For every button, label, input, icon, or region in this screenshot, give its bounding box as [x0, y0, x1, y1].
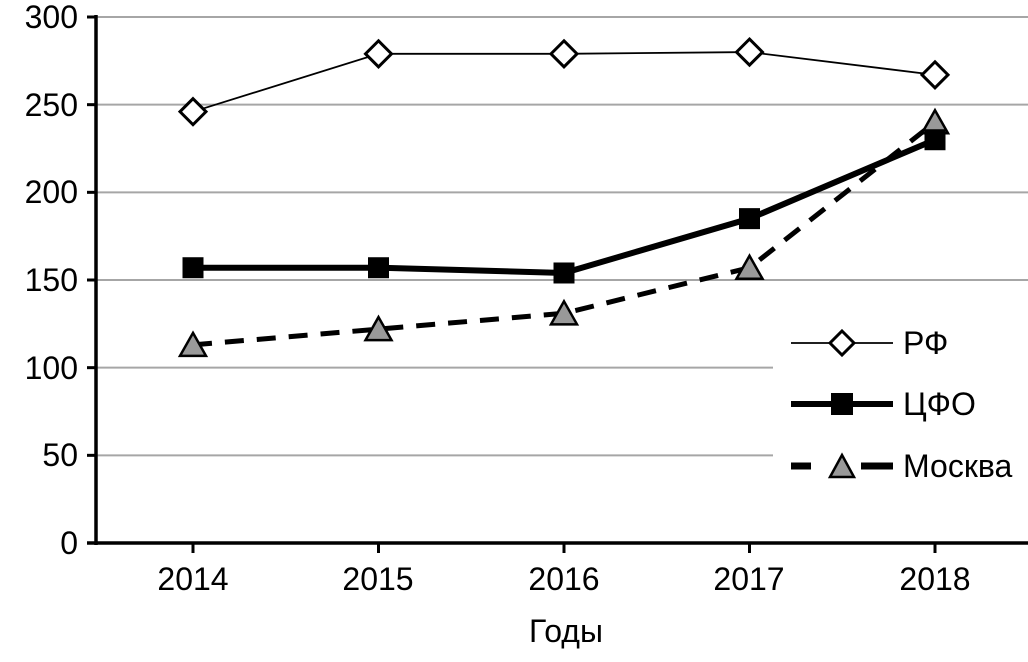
thick-line-square-marker-icon	[791, 393, 893, 415]
x-tick-label: 2016	[528, 561, 600, 597]
legend-item-rf: РФ	[773, 321, 1028, 365]
dashed-line-triangle-marker-icon	[791, 452, 893, 479]
y-tick-label: 150	[24, 262, 78, 298]
y-tick-label: 100	[24, 350, 78, 386]
y-tick-label: 300	[24, 0, 78, 35]
legend-item-moskva: Москва	[773, 444, 1028, 488]
y-tick-label: 0	[60, 525, 78, 561]
x-tick-label: 2017	[713, 561, 785, 597]
y-tick-label: 200	[24, 174, 78, 210]
legend-label: РФ	[903, 325, 949, 361]
legend-label: Москва	[903, 448, 1013, 484]
legend-item-cfo: ЦФО	[773, 382, 1028, 426]
legend-label: ЦФО	[903, 386, 976, 422]
x-tick-label: 2018	[899, 561, 971, 597]
x-axis-title: Годы	[529, 613, 603, 649]
y-tick-label: 250	[24, 87, 78, 123]
thin-line-diamond-marker-icon	[791, 328, 893, 358]
legend: РФ ЦФО Москва	[773, 318, 1028, 495]
x-tick-label: 2015	[342, 561, 414, 597]
y-tick-label: 50	[42, 437, 78, 473]
x-tick-label: 2014	[157, 561, 229, 597]
